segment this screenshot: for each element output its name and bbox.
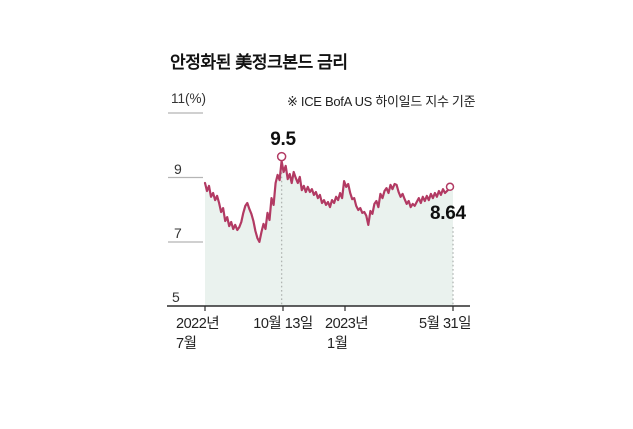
series-area-fill <box>205 161 453 306</box>
chart-title: 안정화된 美정크본드 금리 <box>170 53 348 72</box>
x-tick-label-2023-month: 1월 <box>327 336 348 352</box>
peak-value-annotation: 9.5 <box>270 129 296 150</box>
latest-marker <box>445 182 455 192</box>
peak-marker <box>276 151 287 162</box>
y-tick-label-9: 9 <box>174 161 182 177</box>
y-axis-unit-label: 11(%) <box>171 91 207 106</box>
latest-value-annotation: 8.64 <box>430 203 466 224</box>
y-tick-label-7: 7 <box>174 225 182 241</box>
series-line <box>203 160 451 243</box>
x-tick-label-may31: 5월 31일 <box>419 316 471 332</box>
x-tick-label-2022: 2022년 <box>176 316 220 332</box>
x-tick-label-oct13: 10월 13일 <box>253 316 313 332</box>
x-tick-label-2023: 2023년 <box>325 316 369 332</box>
y-tick-label-5: 5 <box>172 289 180 305</box>
x-tick-label-2022-month: 7월 <box>176 336 197 352</box>
chart-source-note: ※ ICE BofA US 하이일드 지수 기준 <box>287 94 476 109</box>
